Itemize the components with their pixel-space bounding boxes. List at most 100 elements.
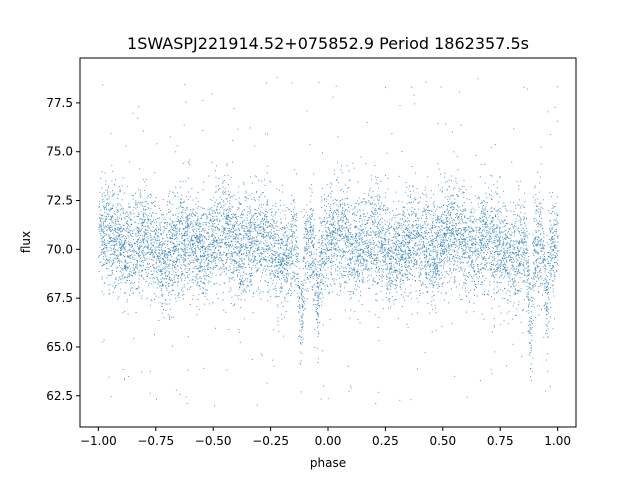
data-point [237, 275, 239, 277]
data-point [343, 237, 345, 239]
data-point [430, 210, 432, 212]
data-point [523, 238, 525, 240]
data-point [453, 244, 455, 245]
data-point [238, 272, 240, 273]
data-point [275, 251, 277, 253]
data-point [226, 197, 228, 199]
data-point [270, 248, 272, 250]
data-point [470, 226, 472, 228]
data-point [489, 229, 491, 231]
data-point [439, 246, 441, 247]
data-point [349, 180, 351, 182]
data-point [176, 236, 177, 238]
data-point [279, 199, 281, 201]
data-point [152, 256, 154, 258]
data-point [511, 223, 513, 225]
data-point [543, 233, 545, 235]
data-point [106, 245, 108, 246]
data-point [350, 385, 351, 387]
data-point [513, 213, 515, 215]
data-point [262, 234, 264, 235]
data-point [123, 276, 125, 278]
data-point [243, 252, 245, 254]
data-point [341, 188, 343, 190]
data-point [516, 215, 518, 217]
data-point [202, 99, 204, 101]
data-point [550, 229, 552, 231]
data-point [145, 237, 147, 239]
data-point [333, 237, 335, 239]
data-point [171, 285, 173, 287]
data-point [415, 259, 417, 260]
data-point [414, 172, 416, 174]
data-point [112, 292, 114, 293]
data-point [510, 257, 512, 259]
data-point [533, 276, 534, 278]
data-point [474, 294, 475, 296]
data-point [407, 270, 408, 272]
data-point [228, 230, 230, 231]
data-point [298, 336, 300, 337]
data-point [136, 226, 138, 228]
data-point [143, 209, 145, 211]
data-point [245, 291, 247, 293]
data-point [245, 247, 247, 249]
data-point [517, 303, 519, 305]
data-point [387, 289, 389, 291]
data-point [311, 213, 312, 215]
data-point [460, 233, 462, 235]
data-point [523, 242, 525, 244]
data-point [550, 224, 552, 226]
data-point [196, 257, 198, 259]
data-point [240, 281, 242, 283]
data-point [532, 261, 534, 263]
data-point [460, 238, 462, 240]
data-point [175, 220, 177, 222]
data-point [267, 282, 269, 284]
data-point [416, 260, 418, 262]
data-point [249, 276, 251, 277]
data-point [545, 307, 547, 308]
data-point [194, 222, 196, 224]
data-point [461, 240, 463, 242]
data-point [410, 232, 412, 234]
data-point [513, 128, 515, 130]
data-point [166, 213, 168, 215]
data-point [485, 236, 487, 238]
data-point [333, 230, 335, 232]
data-point [437, 219, 439, 220]
data-point [514, 214, 516, 215]
data-point [375, 210, 377, 211]
data-point [182, 298, 184, 300]
data-point [263, 234, 265, 236]
data-point [352, 162, 354, 164]
data-point [169, 299, 171, 301]
data-point [540, 272, 542, 274]
data-point [120, 227, 122, 229]
data-point [322, 260, 324, 262]
data-point [547, 312, 549, 314]
data-point [368, 311, 370, 313]
data-point [272, 272, 274, 274]
data-point [516, 261, 518, 263]
data-point [515, 252, 517, 254]
data-point [191, 221, 193, 223]
data-point [410, 273, 412, 275]
data-point [408, 271, 410, 273]
data-point [173, 260, 174, 262]
data-point [219, 239, 221, 241]
data-point [464, 290, 466, 292]
data-point [380, 231, 382, 233]
data-point [287, 301, 289, 302]
data-point [472, 229, 473, 231]
data-point [309, 144, 311, 146]
data-point [240, 283, 242, 285]
data-point [286, 255, 288, 257]
data-point [470, 219, 472, 221]
data-point [339, 249, 341, 251]
data-point [542, 228, 543, 230]
data-point [554, 224, 556, 226]
data-point [266, 218, 268, 220]
data-point [460, 216, 462, 217]
data-point [509, 295, 511, 297]
